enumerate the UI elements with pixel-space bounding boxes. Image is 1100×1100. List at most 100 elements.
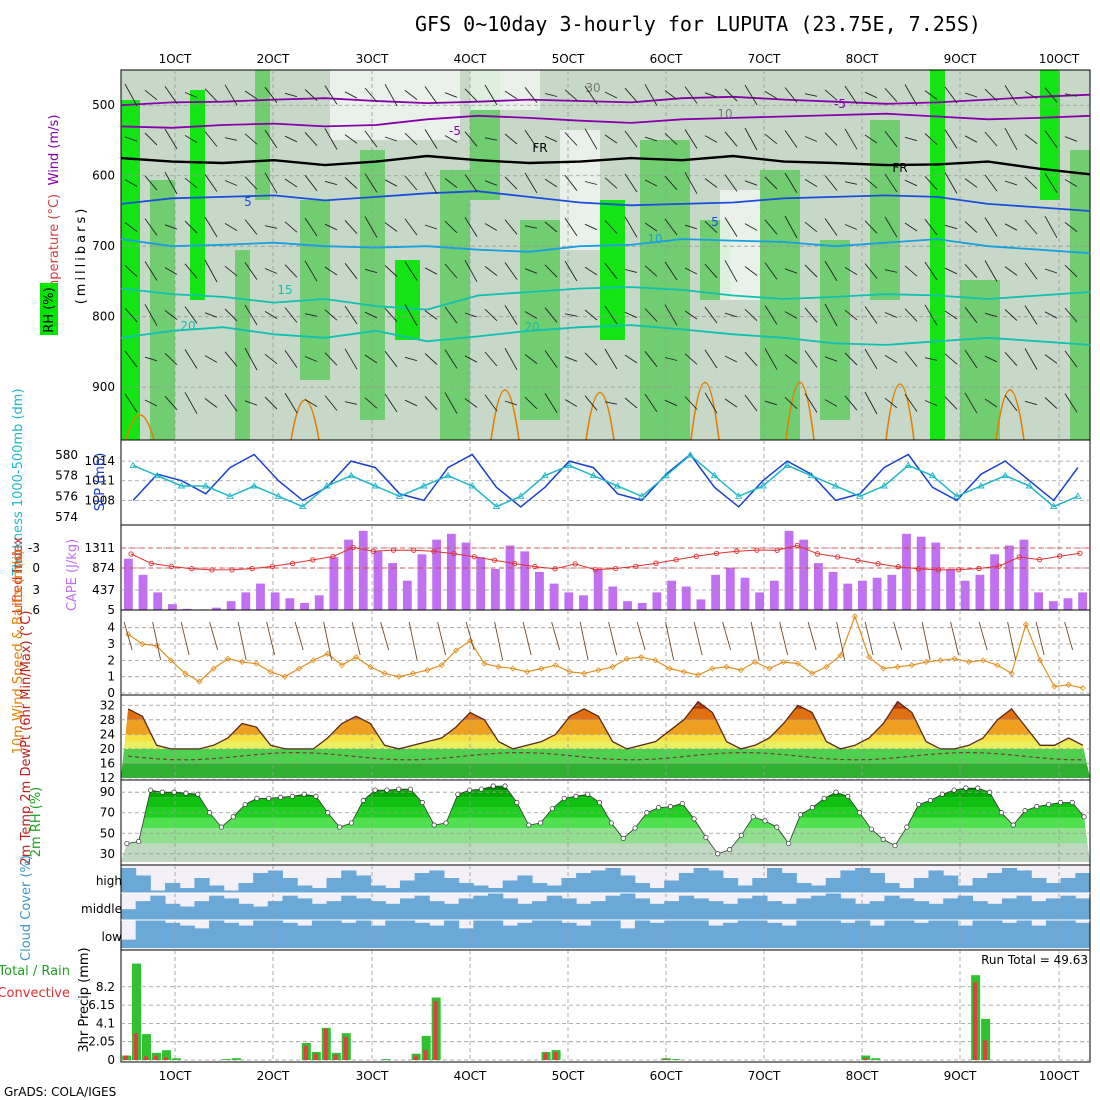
rh-area-band <box>121 843 1090 862</box>
cloud-cover-bar <box>840 898 856 920</box>
cloud-cover-bar <box>502 925 518 948</box>
wind-speed-point <box>1079 685 1086 692</box>
instability-contour <box>290 399 320 441</box>
wind-barb <box>424 171 438 195</box>
y-tick-label-wind: 3 <box>107 637 115 651</box>
temp-area-band <box>121 763 1090 778</box>
wind-barb <box>864 391 878 415</box>
x-tick-label-top: 5OCT <box>552 52 585 66</box>
wind-barb <box>324 395 338 411</box>
rh2m-point <box>738 832 744 838</box>
wind-speed-point <box>638 654 645 661</box>
wind-speed-point <box>581 670 588 677</box>
cloud-cover-bar <box>194 928 210 948</box>
cloud-cover-bar <box>899 888 915 893</box>
cape-bar <box>608 586 618 610</box>
wind-barb <box>644 136 658 142</box>
lifted-index-point <box>835 554 841 560</box>
wind-barb <box>964 264 978 278</box>
cape-bar <box>960 580 970 610</box>
wind-barb <box>184 306 198 324</box>
wind-speed-line <box>127 614 1084 689</box>
wind-speed-point <box>353 654 360 661</box>
thickness-point <box>274 492 283 499</box>
ylabel-thickness: Thickness 1000-500mb (dm) <box>11 388 26 576</box>
cloud-cover-bar <box>546 895 562 920</box>
wind-speed-point <box>381 670 388 677</box>
wind-barb <box>844 128 858 150</box>
wind-barb <box>744 309 758 321</box>
wind-barb <box>684 172 698 194</box>
cloud-cover-bar <box>326 901 342 920</box>
wind-barb <box>784 354 798 364</box>
rh2m-point <box>786 840 792 847</box>
slp-frame <box>120 439 1091 526</box>
lifted-index-point <box>249 565 255 572</box>
cloud-cover-bar <box>664 920 680 948</box>
cloud-cover-bar <box>620 875 636 893</box>
wind-barb <box>404 356 418 362</box>
cape-bar <box>681 586 691 610</box>
cloud-cover-bar <box>899 898 915 920</box>
wind-barb <box>1064 307 1078 323</box>
wind-barb <box>664 133 678 145</box>
wind-speed-point <box>538 665 545 672</box>
cape-bar <box>490 568 500 610</box>
wind-barb <box>944 267 958 275</box>
thickness-point <box>516 492 525 499</box>
wind-speed-point <box>652 657 659 664</box>
wind-barb-10m <box>807 621 817 651</box>
wind-barb <box>744 266 758 276</box>
wind-barb <box>284 178 298 188</box>
wind-barb <box>644 179 658 187</box>
wind-speed-point <box>837 652 844 659</box>
rh2m-point <box>691 816 697 822</box>
lifted-index-point <box>915 566 922 572</box>
wind-barb <box>984 355 998 363</box>
wind-barb <box>724 174 738 192</box>
cloud-cover-bar <box>121 909 137 920</box>
wind-barb <box>244 400 258 406</box>
lifted-index-point <box>411 547 417 553</box>
cloud-cover-bar <box>678 873 695 893</box>
temperature-contour <box>120 112 1091 129</box>
wind-barb <box>884 312 898 318</box>
cloud-cover-bar <box>825 878 841 893</box>
cape-bar <box>931 542 941 610</box>
wind-barb <box>504 400 518 406</box>
wind-barb <box>224 180 238 186</box>
rh-region <box>1040 70 1060 200</box>
wind-barb <box>1024 400 1038 406</box>
wind-barb <box>404 132 418 146</box>
wind-barb <box>704 92 718 98</box>
wind-barb <box>124 136 138 142</box>
wind-barb-10m <box>893 621 903 651</box>
wind-barb <box>604 134 618 144</box>
x-tick-label-bottom: 2OCT <box>257 1069 290 1083</box>
wind-barb <box>804 178 818 188</box>
wind-barb-10m <box>950 621 960 656</box>
wind-barb <box>684 86 698 104</box>
wind-barb <box>144 218 158 236</box>
wind-barb <box>364 216 378 238</box>
ylabel-lifted-index: Lifted Index <box>11 536 26 613</box>
cape-bar <box>123 558 133 610</box>
cloud-cover-bar <box>605 895 621 920</box>
wind-barb <box>344 401 358 405</box>
thickness-point <box>1001 471 1010 479</box>
wind-barb <box>364 311 378 319</box>
wind-barb <box>224 265 238 277</box>
wind-barb <box>424 310 438 320</box>
cloud-cover-bar <box>620 928 636 948</box>
wind-barb <box>744 180 758 186</box>
rh2m-point <box>1069 799 1075 806</box>
y-tick-label-temp: 12 <box>100 771 115 785</box>
lifted-index-point <box>1016 554 1022 560</box>
precip-convective-bar <box>333 1054 338 1060</box>
thickness-point <box>952 492 961 499</box>
cape-bar <box>828 571 838 610</box>
rh2m-point <box>537 820 544 826</box>
wind-barb <box>984 312 998 318</box>
y-tick-label-wind: 4 <box>107 621 115 635</box>
cape-bar <box>226 601 236 610</box>
